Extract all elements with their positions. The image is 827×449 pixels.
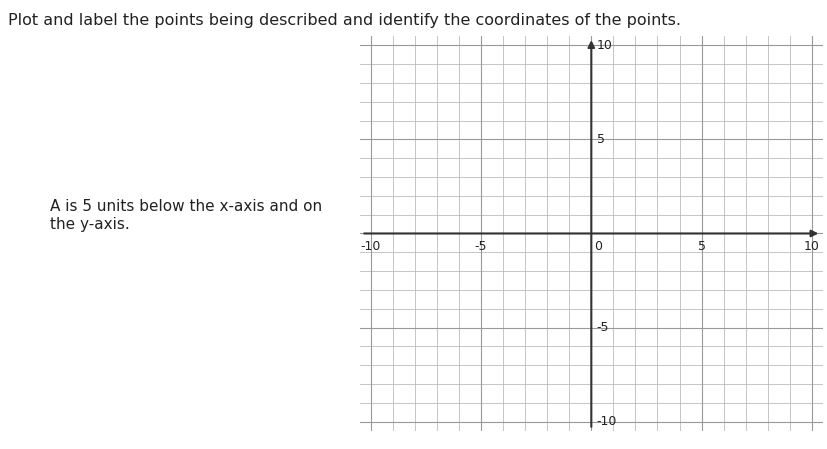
Text: -5: -5 xyxy=(475,240,487,253)
Text: 10: 10 xyxy=(597,39,613,52)
Text: Plot and label the points being described and identify the coordinates of the po: Plot and label the points being describe… xyxy=(8,13,681,28)
Text: -10: -10 xyxy=(361,240,381,253)
Text: 0: 0 xyxy=(595,240,603,253)
Text: 5: 5 xyxy=(697,240,705,253)
Text: -5: -5 xyxy=(597,321,609,334)
Text: 10: 10 xyxy=(804,240,820,253)
Text: A is 5 units below the x-axis and on
the y-axis.: A is 5 units below the x-axis and on the… xyxy=(50,199,322,232)
Text: -10: -10 xyxy=(597,415,617,428)
Text: 5: 5 xyxy=(597,133,605,146)
